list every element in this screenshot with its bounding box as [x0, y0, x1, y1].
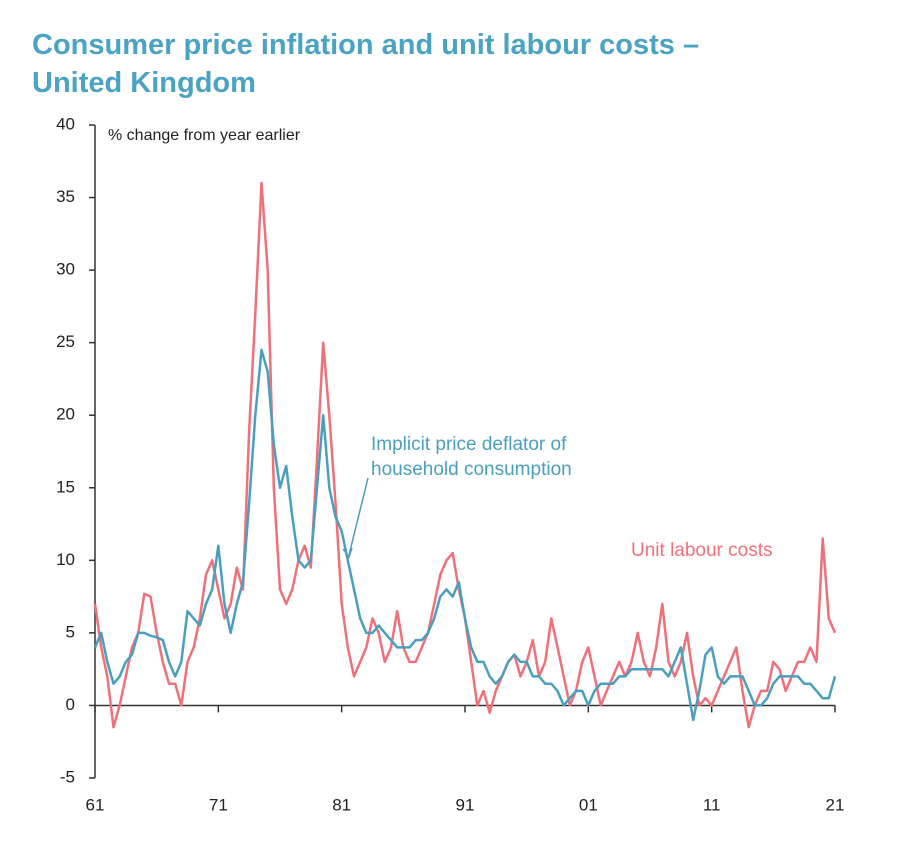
x-tick-label: 91: [456, 795, 475, 814]
y-tick-label: 20: [56, 405, 75, 424]
y-tick-label: 30: [56, 260, 75, 279]
y-tick-label: 10: [56, 550, 75, 569]
x-tick-label: 61: [86, 795, 105, 814]
x-tick-label: 21: [826, 795, 845, 814]
x-tick-label: 81: [332, 795, 351, 814]
annotation-arrow: [348, 477, 369, 556]
y-tick-label: 25: [56, 332, 75, 351]
series-line: [93, 181, 837, 729]
x-tick-label: 11: [703, 795, 721, 814]
y-tick-label: 0: [66, 695, 75, 714]
series-label: Implicit price deflator of household con…: [371, 434, 572, 480]
y-tick-label: 40: [56, 114, 75, 133]
y-tick-label: -5: [60, 767, 75, 786]
series-label: Unit labour costs: [631, 540, 773, 561]
chart-title: Consumer price inflation and unit labour…: [32, 29, 700, 99]
x-tick-label: 71: [209, 795, 228, 814]
y-tick-label: 15: [56, 477, 75, 496]
y-tick-label: 35: [56, 187, 75, 206]
series-line: [93, 348, 837, 722]
y-axis-label: % change from year earlier: [108, 127, 301, 144]
y-tick-label: 5: [66, 622, 75, 641]
x-tick-label: 01: [579, 795, 598, 814]
